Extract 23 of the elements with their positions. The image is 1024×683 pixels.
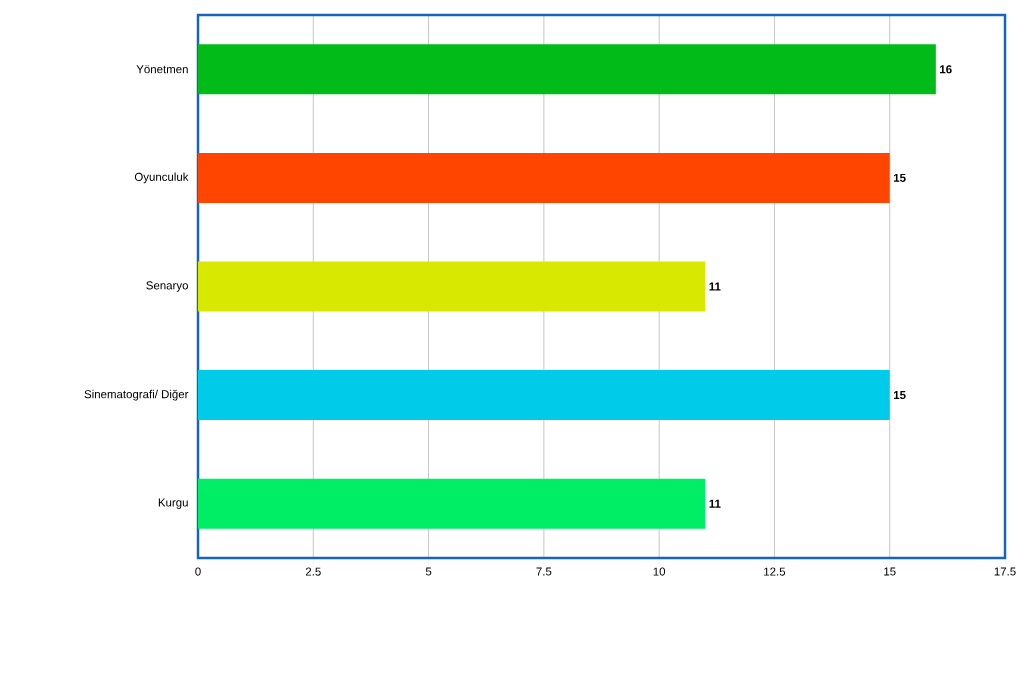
x-tick-label: 17.5 xyxy=(994,567,1016,576)
x-tick-label: 2.5 xyxy=(305,567,321,576)
bar xyxy=(198,152,890,203)
x-tick-label: 5 xyxy=(425,567,432,576)
data-label: 11 xyxy=(709,499,721,508)
data-label: 15 xyxy=(893,173,906,182)
y-tick-label: Oyunculuk xyxy=(134,172,189,184)
x-tick-label: 12.5 xyxy=(764,567,786,576)
y-tick-label: Sinematografi/ Diğer xyxy=(84,389,189,401)
data-label: 11 xyxy=(709,282,721,291)
bar xyxy=(198,44,936,95)
data-label: 16 xyxy=(940,65,952,74)
x-tick-label: 10 xyxy=(653,567,666,576)
y-tick-label: Senaryo xyxy=(146,281,188,292)
bar xyxy=(198,370,890,421)
bar xyxy=(198,261,706,312)
x-tick-label: 0 xyxy=(195,567,201,576)
y-tick-label: Yönetmen xyxy=(136,65,188,74)
bar xyxy=(198,478,706,529)
x-tick-label: 7.5 xyxy=(536,567,552,576)
y-tick-label: Kurgu xyxy=(158,498,188,509)
x-tick-label: 15 xyxy=(884,567,896,576)
data-label: 15 xyxy=(893,391,906,400)
